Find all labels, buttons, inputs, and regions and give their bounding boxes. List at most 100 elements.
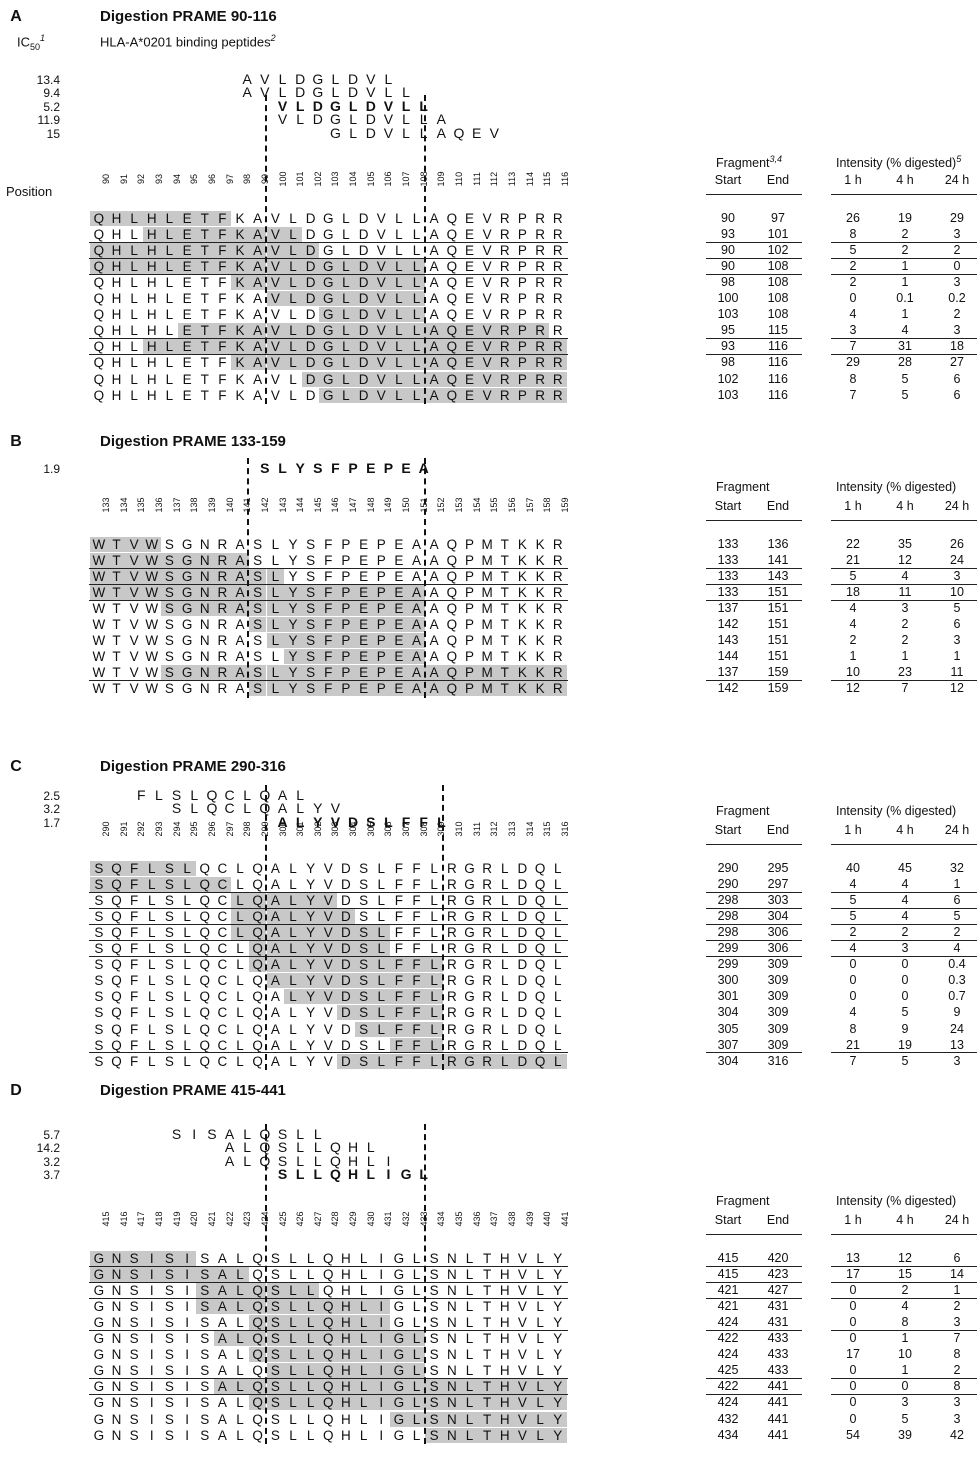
residue-cell: S	[164, 1037, 174, 1053]
residue-cell: L	[553, 893, 562, 909]
position-number: 90	[101, 174, 111, 185]
intensity-value: 5	[953, 909, 961, 924]
intensity-value: 2	[901, 1283, 909, 1298]
residue-cell: Q	[446, 617, 458, 633]
residue-cell: L	[142, 861, 161, 876]
residue-cell: T	[200, 387, 209, 403]
residue-cell: N	[195, 569, 214, 585]
residue-cell: R	[482, 893, 492, 909]
residue-cell: A	[429, 553, 439, 569]
residue-cell: A	[429, 601, 439, 617]
intensity-value: 11	[898, 585, 912, 600]
time-header: 4 h	[896, 823, 914, 837]
residue-cell: C	[217, 989, 228, 1005]
residue-cell: L	[165, 291, 174, 307]
peptide-residue: Q	[259, 1152, 271, 1169]
residue-cell: R	[213, 553, 232, 569]
fragment-header-rule	[706, 194, 802, 195]
fragment-header: Fragment	[716, 480, 770, 494]
residue-cell: I	[149, 1331, 154, 1347]
residue-cell: F	[213, 339, 232, 355]
residue-cell: T	[107, 553, 126, 569]
residue-cell: L	[412, 1251, 421, 1266]
residue-cell: F	[125, 877, 143, 893]
residue-cell: K	[231, 355, 249, 371]
peptide-residue: F	[137, 787, 146, 803]
position-number: 156	[506, 497, 517, 513]
residue-cell: A	[217, 1427, 227, 1443]
intensity-value: 0	[901, 989, 909, 1004]
residue-cell: L	[337, 387, 355, 403]
fragment-start: 95	[721, 323, 735, 338]
residue-cell: T	[482, 1331, 492, 1347]
residue-cell: A	[248, 259, 267, 275]
fragment-end: 102	[767, 243, 789, 258]
residue-cell: L	[553, 909, 562, 925]
residue-cell: L	[130, 371, 138, 387]
residue-cell: L	[306, 1427, 315, 1443]
position-number: 107	[401, 171, 412, 187]
residue-cell: L	[289, 877, 297, 893]
residue-cell: C	[217, 941, 228, 957]
residue-cell: Q	[534, 925, 546, 941]
position-number: 432	[401, 1211, 412, 1227]
residue-cell: S	[248, 569, 267, 585]
position-number: 434	[436, 1211, 447, 1227]
residue-cell: T	[478, 1395, 496, 1411]
residue-cell: G	[464, 877, 475, 893]
residue-cell: H	[495, 1427, 514, 1443]
residue-cell: L	[160, 227, 179, 243]
fragment-end: 309	[767, 1005, 789, 1020]
residue-cell: R	[552, 211, 563, 226]
intensity-value: 7	[849, 1053, 857, 1068]
peptide-residue: L	[366, 1152, 375, 1169]
residue-cell: N	[195, 665, 214, 681]
residue-cell: S	[266, 1347, 285, 1363]
residue-cell: L	[354, 1331, 373, 1347]
position-number: 98	[242, 174, 253, 185]
row-separator	[89, 1393, 568, 1396]
residue-cell: V	[266, 243, 285, 259]
residue-cell: Q	[534, 941, 546, 957]
residue-cell: S	[429, 1251, 439, 1266]
intensity-value: 0	[901, 957, 909, 972]
residue-cell: S	[425, 1411, 443, 1427]
peptide-residue: A	[277, 800, 288, 817]
residue-cell: D	[337, 1053, 355, 1069]
ic50-value: 3.2	[43, 802, 60, 817]
intensity-header: Intensity (% digested)	[836, 804, 957, 818]
residue-cell: Y	[284, 649, 302, 665]
residue-cell: F	[319, 649, 338, 665]
residue-cell: L	[372, 957, 391, 973]
residue-cell: L	[183, 941, 191, 957]
fragment-end: 151	[767, 633, 789, 648]
residue-cell: R	[482, 909, 492, 925]
peptide-residue: L	[348, 97, 358, 114]
residue-cell: R	[552, 259, 563, 275]
residue-cell: K	[231, 339, 249, 355]
residue-cell: Q	[111, 1037, 122, 1053]
residue-cell: M	[481, 617, 493, 633]
residue-cell: Q	[199, 989, 210, 1005]
peptide-residue: V	[277, 97, 288, 114]
residue-cell: Q	[248, 1331, 267, 1347]
residue-cell: L	[548, 1053, 567, 1069]
residue-cell: T	[482, 1315, 492, 1331]
residue-cell: L	[148, 941, 156, 957]
residue-cell: I	[185, 1427, 189, 1443]
residue-cell: A	[217, 1347, 227, 1363]
residue-cell: L	[236, 1053, 244, 1069]
fragment-start: 305	[717, 1021, 739, 1036]
residue-cell: L	[266, 665, 285, 681]
residue-cell: L	[407, 1347, 426, 1363]
end-header: End	[766, 173, 790, 187]
residue-cell: R	[499, 243, 510, 259]
residue-cell: L	[183, 1037, 191, 1053]
residue-cell: Y	[553, 1283, 563, 1299]
residue-cell: Q	[252, 1411, 263, 1427]
residue-cell: L	[395, 243, 403, 259]
residue-cell: W	[145, 617, 159, 633]
residue-cell: S	[301, 681, 320, 697]
row-separator	[706, 257, 802, 259]
residue-cell: L	[289, 371, 297, 387]
